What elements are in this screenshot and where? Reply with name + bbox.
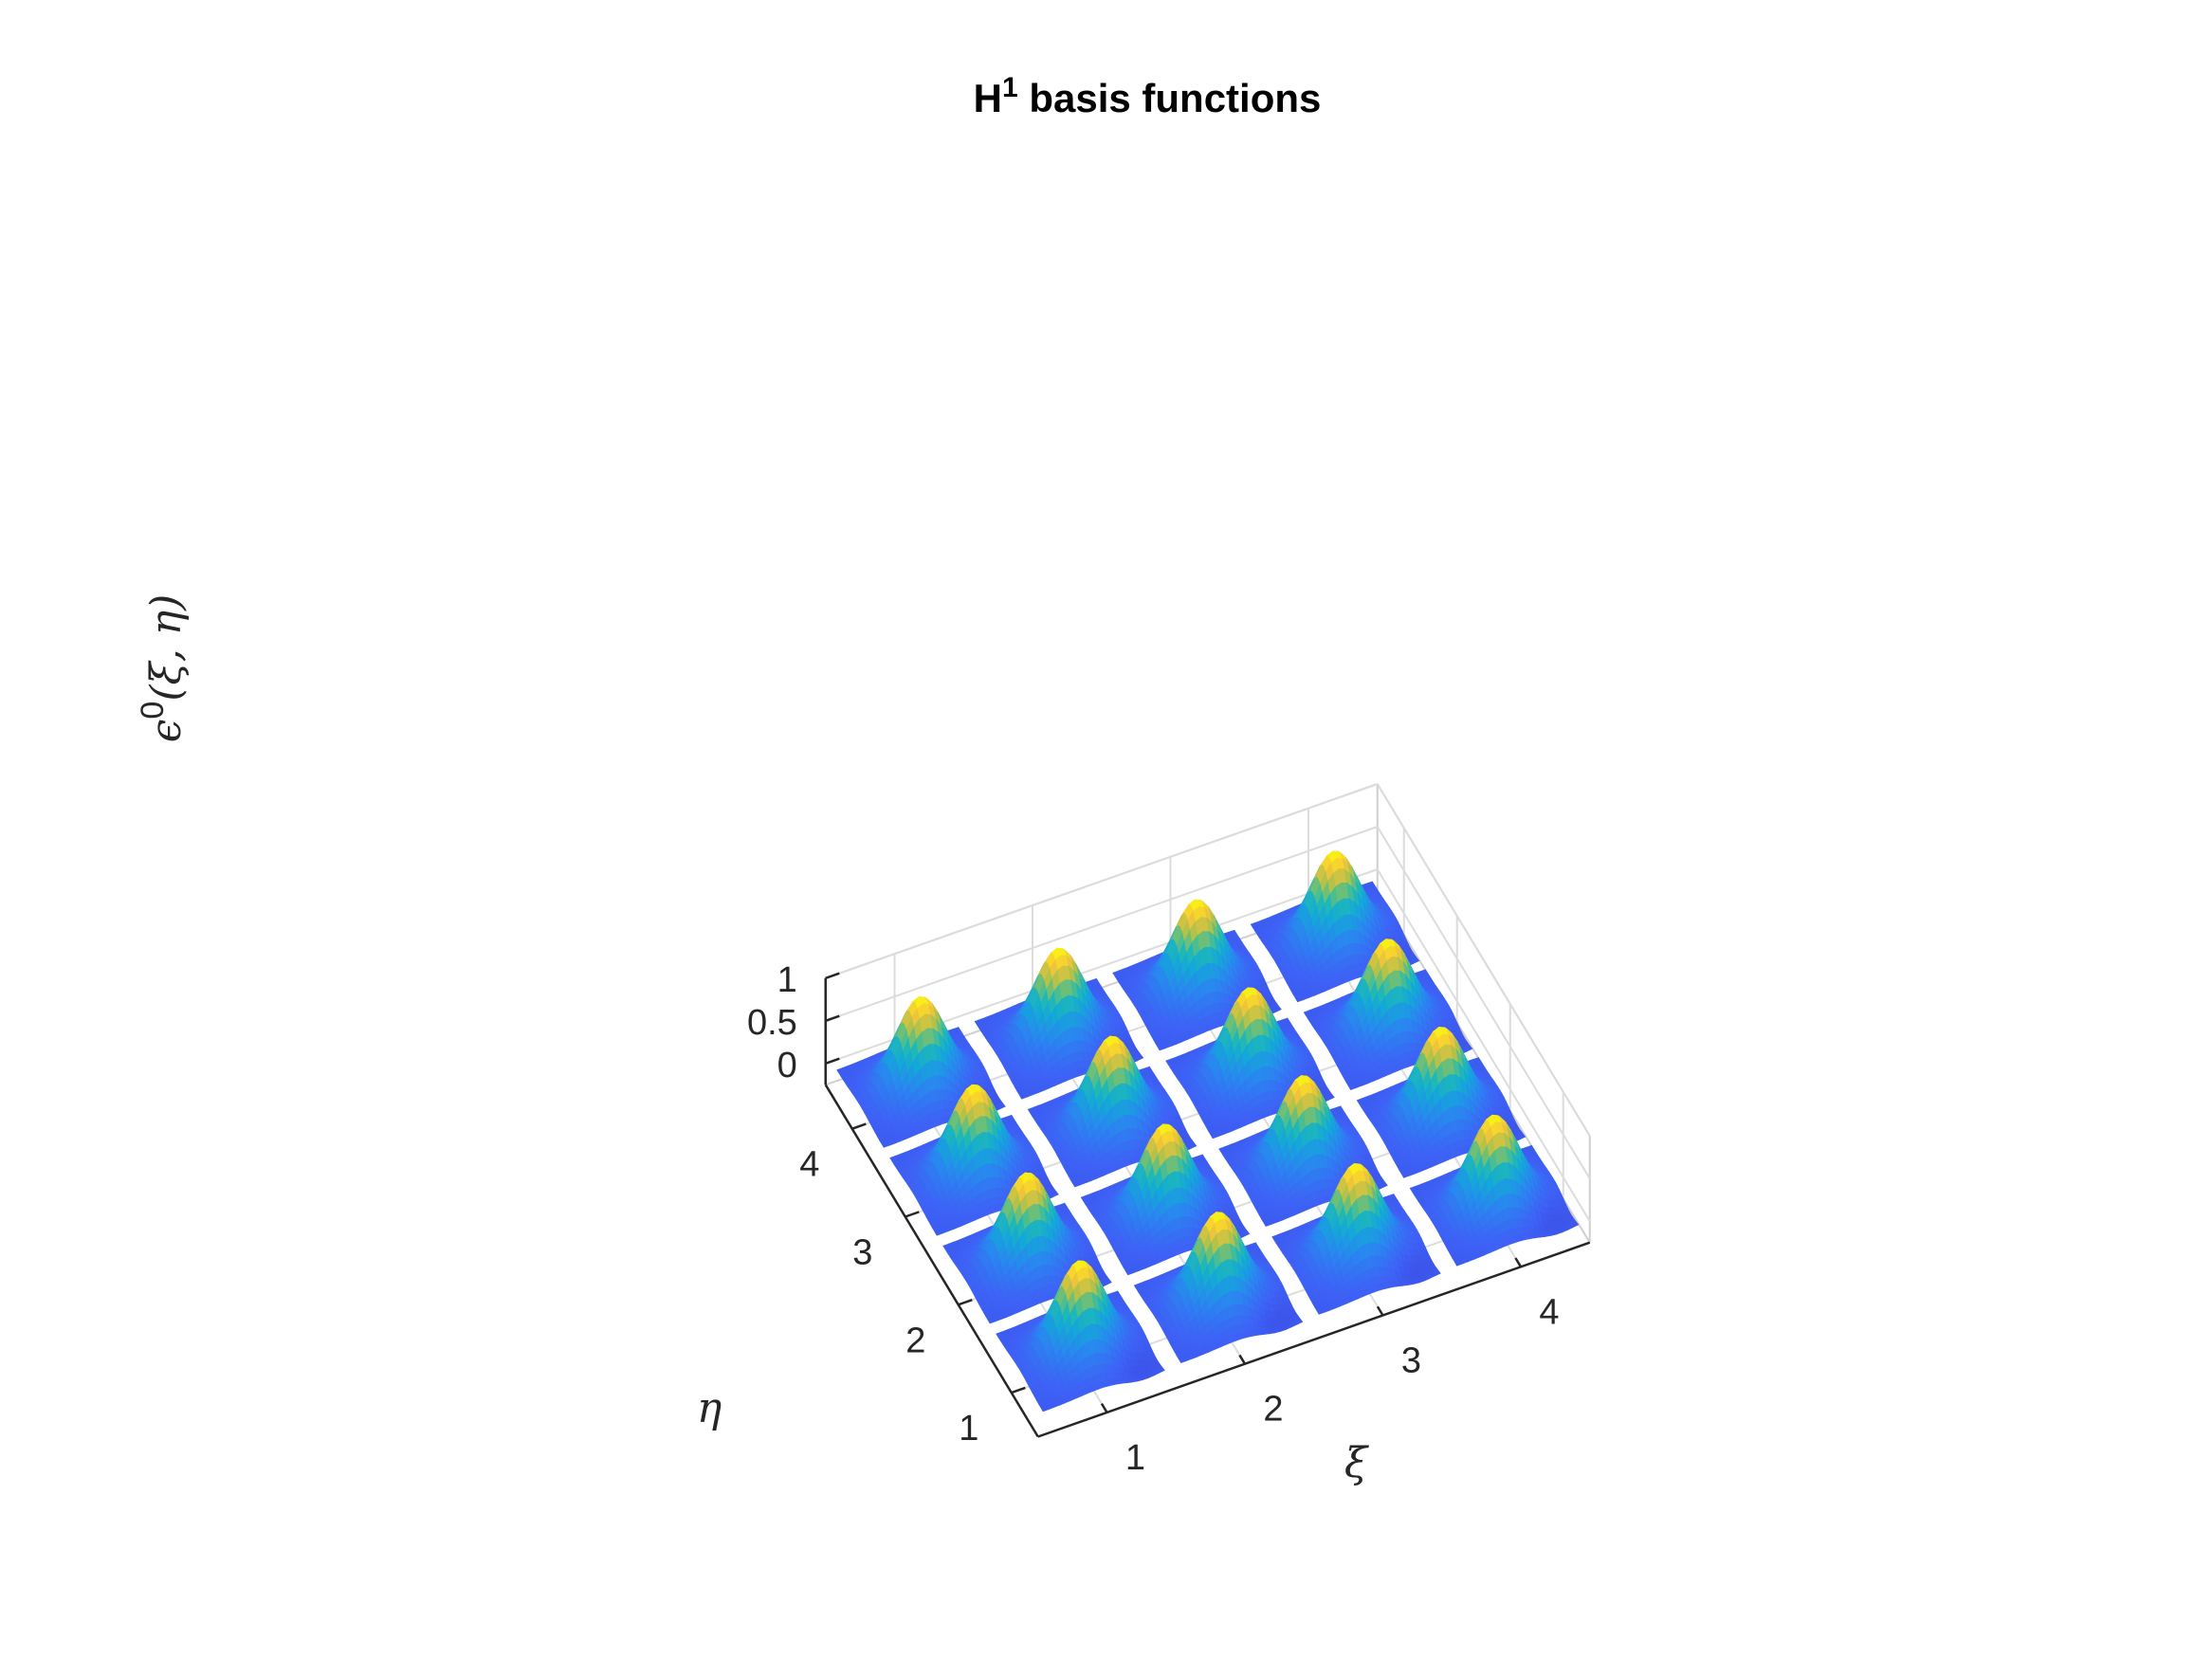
surface-patch bbox=[1271, 1163, 1441, 1315]
surface-patch bbox=[1165, 987, 1335, 1139]
surface-patches bbox=[836, 850, 1580, 1413]
surface-patch bbox=[1250, 850, 1420, 1003]
z-tick-label: 0 bbox=[777, 1046, 797, 1085]
y-tick-label: 2 bbox=[905, 1321, 925, 1360]
surface-patch bbox=[889, 1084, 1059, 1236]
y-tick-label: 3 bbox=[852, 1233, 872, 1273]
x-tick-label: 4 bbox=[1539, 1292, 1559, 1332]
surface-patch bbox=[1112, 899, 1282, 1051]
y-tick-label: 4 bbox=[799, 1145, 819, 1185]
z-tick-label: 0.5 bbox=[747, 1003, 797, 1043]
x-tick-label: 3 bbox=[1401, 1341, 1421, 1381]
chart-title: H1 basis functions bbox=[974, 72, 1322, 120]
surface-patch bbox=[1409, 1114, 1580, 1267]
z-tick-label: 1 bbox=[777, 960, 797, 1000]
surface-patch bbox=[836, 996, 1006, 1148]
y-axis-label: η bbox=[697, 1384, 722, 1432]
x-tick-label: 1 bbox=[1125, 1438, 1145, 1478]
surface-patch bbox=[996, 1260, 1165, 1413]
x-tick-label: 2 bbox=[1263, 1390, 1283, 1430]
x-axis-label: ξ bbox=[1344, 1439, 1370, 1487]
surface-patch bbox=[1303, 939, 1473, 1090]
surface-patch bbox=[1133, 1212, 1304, 1363]
y-tick-label: 1 bbox=[959, 1409, 978, 1449]
z-axis-label: ϵ0(ξ, η) bbox=[135, 594, 191, 742]
